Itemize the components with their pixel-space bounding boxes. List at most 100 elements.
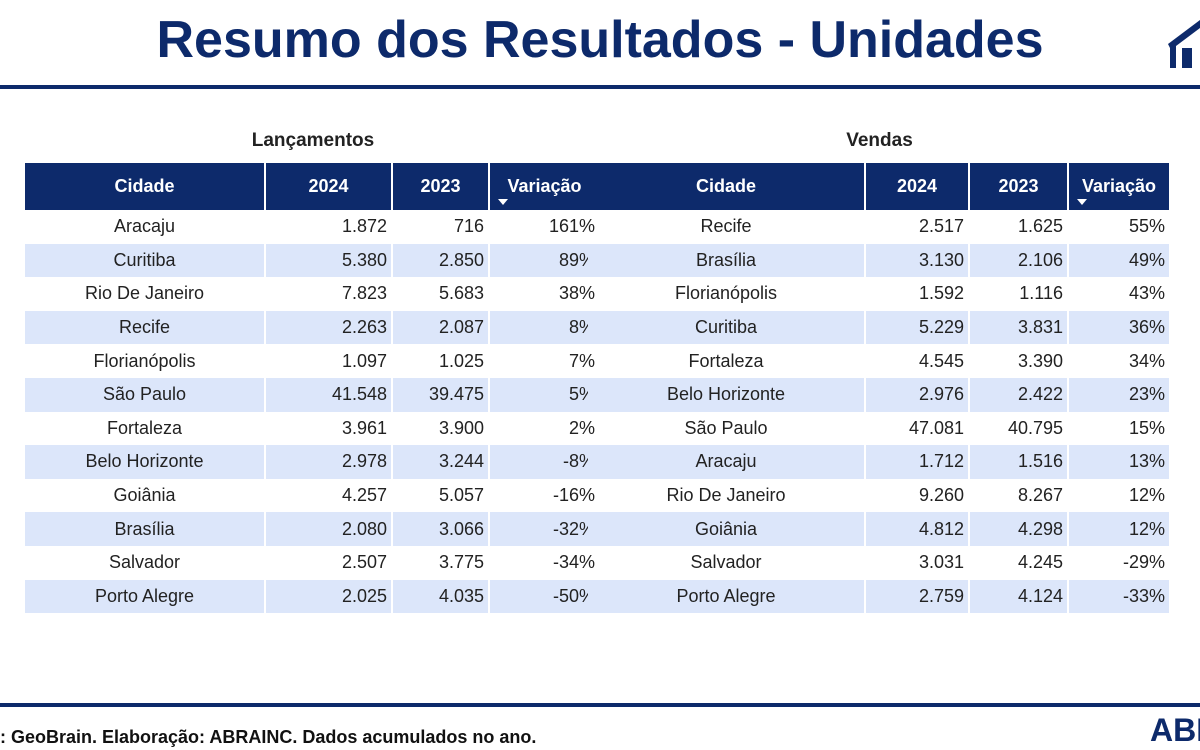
column-header: 2024	[865, 163, 970, 210]
city-cell: Salvador	[25, 545, 266, 580]
number-cell: 2.263	[265, 310, 393, 345]
number-cell: 47.081	[865, 411, 970, 446]
number-cell: 3.066	[392, 512, 490, 546]
number-cell: 9.260	[865, 478, 970, 513]
table-row: Aracaju 1.872 716 161%	[25, 210, 601, 244]
number-cell: 1.025	[392, 344, 490, 378]
table-row: Recife 2.517 1.625 55%	[588, 210, 1171, 244]
number-cell: 23%	[1068, 377, 1171, 412]
table-row: Recife 2.263 2.087 8%	[25, 310, 601, 345]
city-cell: Goiânia	[25, 478, 266, 513]
number-cell: 5.683	[392, 277, 490, 311]
city-cell: Florianópolis	[25, 344, 266, 378]
city-cell: Brasília	[588, 243, 866, 278]
number-cell: 1.592	[865, 277, 970, 311]
number-cell: 3.390	[969, 344, 1069, 378]
table-title: Vendas	[846, 130, 913, 151]
table-row: Rio De Janeiro 7.823 5.683 38%	[25, 277, 601, 311]
number-cell: 49%	[1068, 243, 1171, 278]
number-cell: 13%	[1068, 445, 1171, 479]
table-title: Lançamentos	[251, 130, 375, 151]
table-row: Curitiba 5.380 2.850 89%	[25, 243, 601, 278]
column-header: 2023	[969, 163, 1069, 210]
number-cell: 43%	[1068, 277, 1171, 311]
column-header: Variação	[489, 163, 601, 210]
table-row: Salvador 2.507 3.775 -34%	[25, 545, 601, 580]
logo: ABR	[1150, 712, 1200, 748]
table-row: São Paulo 41.548 39.475 5%	[25, 377, 601, 412]
header-row: Cidade 2024 2023 Variação	[588, 163, 1171, 210]
number-cell: 2.106	[969, 243, 1069, 278]
number-cell: -32%	[489, 512, 601, 546]
table-row: Brasília 3.130 2.106 49%	[588, 243, 1171, 278]
table-row: Belo Horizonte 2.978 3.244 -8%	[25, 445, 601, 479]
number-cell: 2.080	[265, 512, 393, 546]
number-cell: 8%	[489, 310, 601, 345]
city-cell: Rio De Janeiro	[25, 277, 266, 311]
number-cell: 1.872	[265, 210, 393, 244]
number-cell: 4.545	[865, 344, 970, 378]
number-cell: 1.516	[969, 445, 1069, 479]
number-cell: 3.031	[865, 545, 970, 580]
number-cell: -29%	[1068, 545, 1171, 580]
table-row: Fortaleza 4.545 3.390 34%	[588, 344, 1171, 378]
number-cell: -34%	[489, 545, 601, 580]
data-table: Cidade 2024 2023 Variação Aracaju 1.872 716 161…	[25, 163, 601, 614]
number-cell: 39.475	[392, 377, 490, 412]
table-row: Porto Alegre 2.025 4.035 -50%	[25, 579, 601, 614]
city-cell: São Paulo	[588, 411, 866, 446]
table-row: Fortaleza 3.961 3.900 2%	[25, 411, 601, 446]
number-cell: 3.244	[392, 445, 490, 479]
city-cell: Curitiba	[588, 310, 866, 345]
number-cell: 2.025	[265, 579, 393, 614]
number-cell: 161%	[489, 210, 601, 244]
number-cell: 716	[392, 210, 490, 244]
number-cell: 34%	[1068, 344, 1171, 378]
number-cell: 1.625	[969, 210, 1069, 244]
table-row: Salvador 3.031 4.245 -29%	[588, 545, 1171, 580]
city-cell: Porto Alegre	[588, 579, 866, 614]
sort-icon	[1077, 199, 1087, 205]
number-cell: 2.507	[265, 545, 393, 580]
number-cell: 3.831	[969, 310, 1069, 345]
column-header: Variação	[1068, 163, 1171, 210]
house-icon	[1168, 20, 1200, 68]
city-cell: Brasília	[25, 512, 266, 546]
number-cell: 38%	[489, 277, 601, 311]
city-cell: Salvador	[588, 545, 866, 580]
table-row: Curitiba 5.229 3.831 36%	[588, 310, 1171, 345]
city-cell: São Paulo	[25, 377, 266, 412]
table-row: Belo Horizonte 2.976 2.422 23%	[588, 377, 1171, 412]
number-cell: 36%	[1068, 310, 1171, 345]
table-row: Goiânia 4.257 5.057 -16%	[25, 478, 601, 513]
column-header: Cidade	[25, 163, 266, 210]
number-cell: 2.976	[865, 377, 970, 412]
number-cell: -16%	[489, 478, 601, 513]
number-cell: 2%	[489, 411, 601, 446]
number-cell: 12%	[1068, 512, 1171, 546]
number-cell: -33%	[1068, 579, 1171, 614]
city-cell: Fortaleza	[25, 411, 266, 446]
number-cell: 4.124	[969, 579, 1069, 614]
number-cell: 4.812	[865, 512, 970, 546]
city-cell: Goiânia	[588, 512, 866, 546]
city-cell: Belo Horizonte	[588, 377, 866, 412]
data-table: Cidade 2024 2023 Variação Recife 2.517 1.625 55…	[588, 163, 1171, 614]
city-cell: Recife	[588, 210, 866, 244]
number-cell: 3.900	[392, 411, 490, 446]
table-row: Rio De Janeiro 9.260 8.267 12%	[588, 478, 1171, 513]
number-cell: 1.097	[265, 344, 393, 378]
number-cell: 4.245	[969, 545, 1069, 580]
city-cell: Florianópolis	[588, 277, 866, 311]
column-header: 2023	[392, 163, 490, 210]
number-cell: 2.517	[865, 210, 970, 244]
footer-source: : GeoBrain. Elaboração: ABRAINC. Dados a…	[0, 727, 537, 747]
number-cell: 1.712	[865, 445, 970, 479]
number-cell: 12%	[1068, 478, 1171, 513]
number-cell: 89%	[489, 243, 601, 278]
column-header: Cidade	[588, 163, 866, 210]
table-block: Lançamentos Cidade 2024 2023 Variação Aracaju…	[25, 130, 601, 614]
table-row: Florianópolis 1.097 1.025 7%	[25, 344, 601, 378]
number-cell: 5.057	[392, 478, 490, 513]
